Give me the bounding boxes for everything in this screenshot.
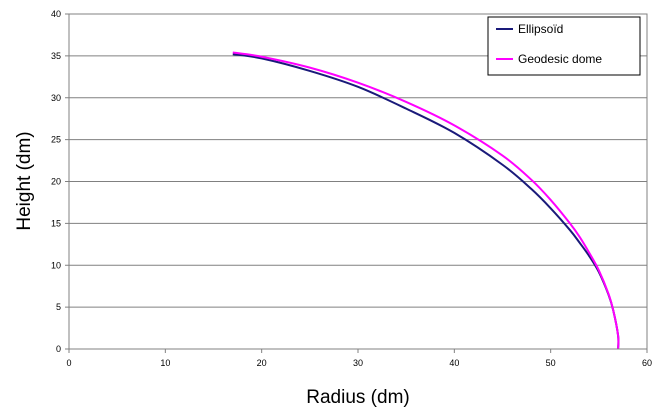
y-tick-label: 5 bbox=[56, 302, 61, 312]
x-tick-label: 30 bbox=[353, 358, 363, 368]
legend-label-geodesic-dome: Geodesic dome bbox=[518, 52, 602, 66]
x-tick-label: 20 bbox=[257, 358, 267, 368]
series-line-geodesic-dome bbox=[232, 51, 620, 350]
x-tick-label: 60 bbox=[642, 358, 652, 368]
series-lines bbox=[232, 51, 620, 350]
y-tick-label: 10 bbox=[51, 260, 61, 270]
y-tick-label: 25 bbox=[51, 135, 61, 145]
y-axis-title: Height (dm) bbox=[14, 131, 35, 230]
y-tick-label: 40 bbox=[51, 9, 61, 19]
x-axis-title: Radius (dm) bbox=[306, 387, 409, 408]
legend-label-ellipsoid: Ellipsoïd bbox=[518, 22, 563, 36]
legend-box bbox=[487, 16, 641, 76]
x-tick-label: 0 bbox=[66, 358, 71, 368]
y-tick-label: 30 bbox=[51, 93, 61, 103]
y-tick-label: 35 bbox=[51, 51, 61, 61]
y-tick-label: 15 bbox=[51, 218, 61, 228]
x-tick-label: 50 bbox=[546, 358, 556, 368]
x-tick-label: 10 bbox=[160, 358, 170, 368]
y-tick-label: 0 bbox=[56, 344, 61, 354]
x-tick-label: 40 bbox=[449, 358, 459, 368]
legend: Ellipsoïd Geodesic dome bbox=[487, 16, 641, 76]
tick-labels: 0 5 10 15 20 25 30 35 40 0 10 20 30 40 50 60 bbox=[51, 9, 652, 368]
y-tick-label: 20 bbox=[51, 177, 61, 187]
